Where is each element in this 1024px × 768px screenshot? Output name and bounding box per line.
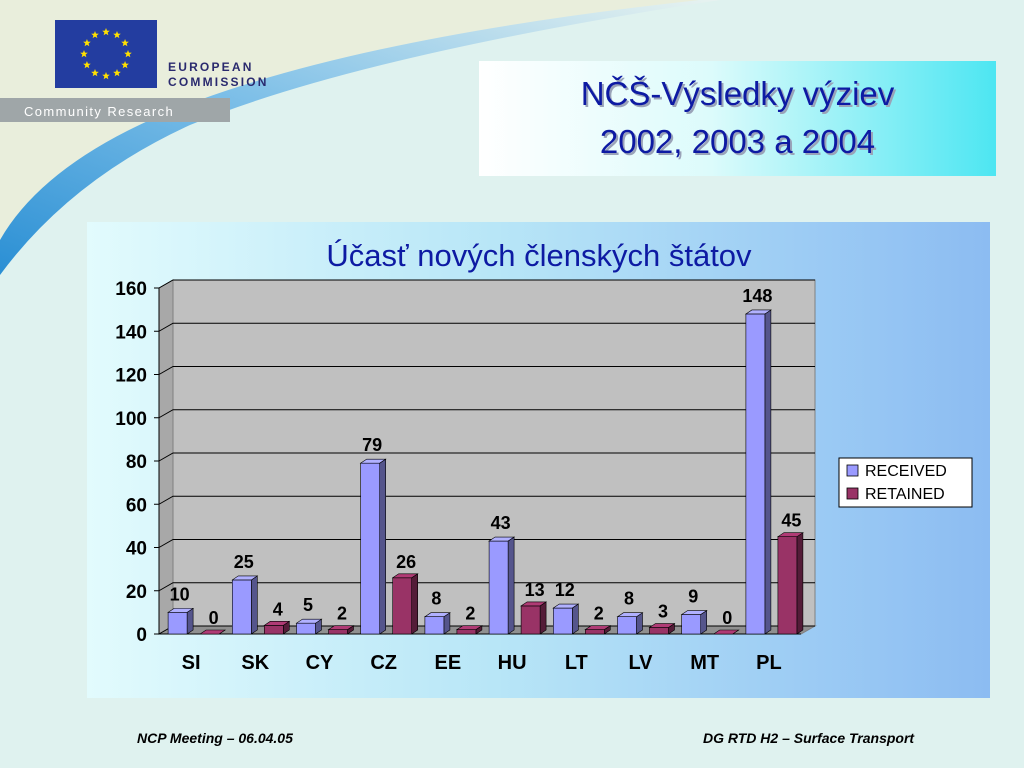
data-label: 5 [303,595,313,615]
flag-star-icon [91,69,99,77]
slide-title-line-1: NČŠ-Výsledky výziev [580,75,895,112]
x-tick-label: HU [498,652,527,674]
slide-title-line-2: 2002, 2003 a 2004 [599,123,876,160]
gridline [158,322,815,332]
y-tick-label: 120 [115,366,147,387]
bar-received-pl [744,309,772,635]
flag-star-icon [91,30,99,39]
bar-retained-ee [455,625,483,635]
gridline [158,582,815,592]
flag-star-icon [102,72,110,80]
y-tick-label: 140 [115,322,147,343]
x-tick-label: CY [306,652,334,674]
data-label: 26 [396,552,416,572]
gridline [158,452,815,462]
gridline [158,279,815,289]
bar-retained-mt [712,629,740,635]
x-tick-label: LT [565,652,588,674]
data-label: 3 [658,602,668,622]
bar-retained-cy [327,625,355,635]
bar-retained-lv [648,622,676,635]
org-line-2: COMMISSION [168,75,269,89]
data-label: 8 [624,589,634,609]
footer-left: NCP Meeting – 06.04.05 [137,730,293,746]
bar-received-ee [423,612,451,635]
x-tick-label: PL [756,652,782,674]
chart-legend: RECEIVED RETAINED [838,457,973,508]
data-label: 8 [431,589,441,609]
data-label: 2 [594,604,604,624]
bar-received-hu [488,536,516,635]
flag-star-icon [124,50,132,58]
x-tick-label: SI [182,652,201,674]
data-label: 25 [234,552,254,572]
data-label: 12 [555,580,575,600]
data-label: 0 [722,608,732,628]
y-tick-label: 0 [136,625,147,646]
flag-star-icon [83,39,91,47]
gridline [158,495,815,505]
data-label: 79 [362,435,382,455]
gridline [158,539,815,548]
x-tick-label: EE [435,652,462,674]
bar-received-sk [231,575,259,635]
flag-star-icon [102,28,110,36]
legend-swatch [846,487,859,500]
bar-chart: Účasť nových členských štátov02040608010… [115,238,973,674]
data-label: 43 [491,513,511,533]
data-label: 2 [337,604,347,624]
bar-received-cy [295,618,323,635]
eu-flag-logo [55,20,157,88]
bar-received-si [167,607,195,635]
bar-retained-hu [520,601,548,635]
y-tick-label: 20 [126,582,147,603]
x-tick-label: SK [241,652,269,674]
data-label: 10 [170,584,190,604]
x-tick-label: LV [628,652,653,674]
y-tick-label: 40 [126,539,147,560]
footer-right: DG RTD H2 – Surface Transport [703,730,915,746]
flag-star-icon [121,61,129,69]
slide-title-box: NČŠ-Výsledky výziev 2002, 2003 a 2004 [479,61,996,176]
flag-star-icon [113,69,121,77]
flag-star-icon [121,39,129,47]
data-label: 4 [273,599,283,619]
y-tick-label: 80 [126,452,147,473]
bar-retained-cz [391,573,419,635]
bar-retained-sk [263,620,291,635]
data-label: 0 [209,608,219,628]
bar-received-lv [616,612,644,635]
bar-retained-pl [776,532,804,635]
european-commission-wordmark: EUROPEAN COMMISSION [168,60,269,90]
y-tick-label: 100 [115,409,147,430]
bar-retained-lt [584,625,612,635]
bar-retained-si [199,629,227,635]
data-label: 9 [688,587,698,607]
bar-received-cz [359,458,387,635]
y-tick-label: 160 [115,279,147,300]
chart-title: Účasť nových členských štátov [326,238,752,273]
data-label: 45 [781,511,801,531]
data-label: 2 [465,604,475,624]
legend-label: RECEIVED [865,463,947,480]
legend-swatch [846,464,859,477]
flag-star-icon [83,61,91,69]
x-tick-label: MT [690,652,719,674]
org-line-1: EUROPEAN [168,60,254,74]
data-label: 13 [525,580,545,600]
flag-star-icon [113,30,121,39]
gridline [158,409,815,419]
y-tick-label: 60 [126,495,147,516]
bar-received-lt [552,603,580,635]
data-label: 148 [742,286,772,306]
bar-received-mt [680,609,708,635]
chart-panel: Účasť nových členských štátov 0 20 40 60 80 10… [87,222,990,698]
x-tick-label: CZ [370,652,397,674]
legend-label: RETAINED [865,486,945,503]
flag-star-icon [80,50,88,58]
gridline [158,366,815,375]
community-research-label: Community Research [24,104,175,119]
